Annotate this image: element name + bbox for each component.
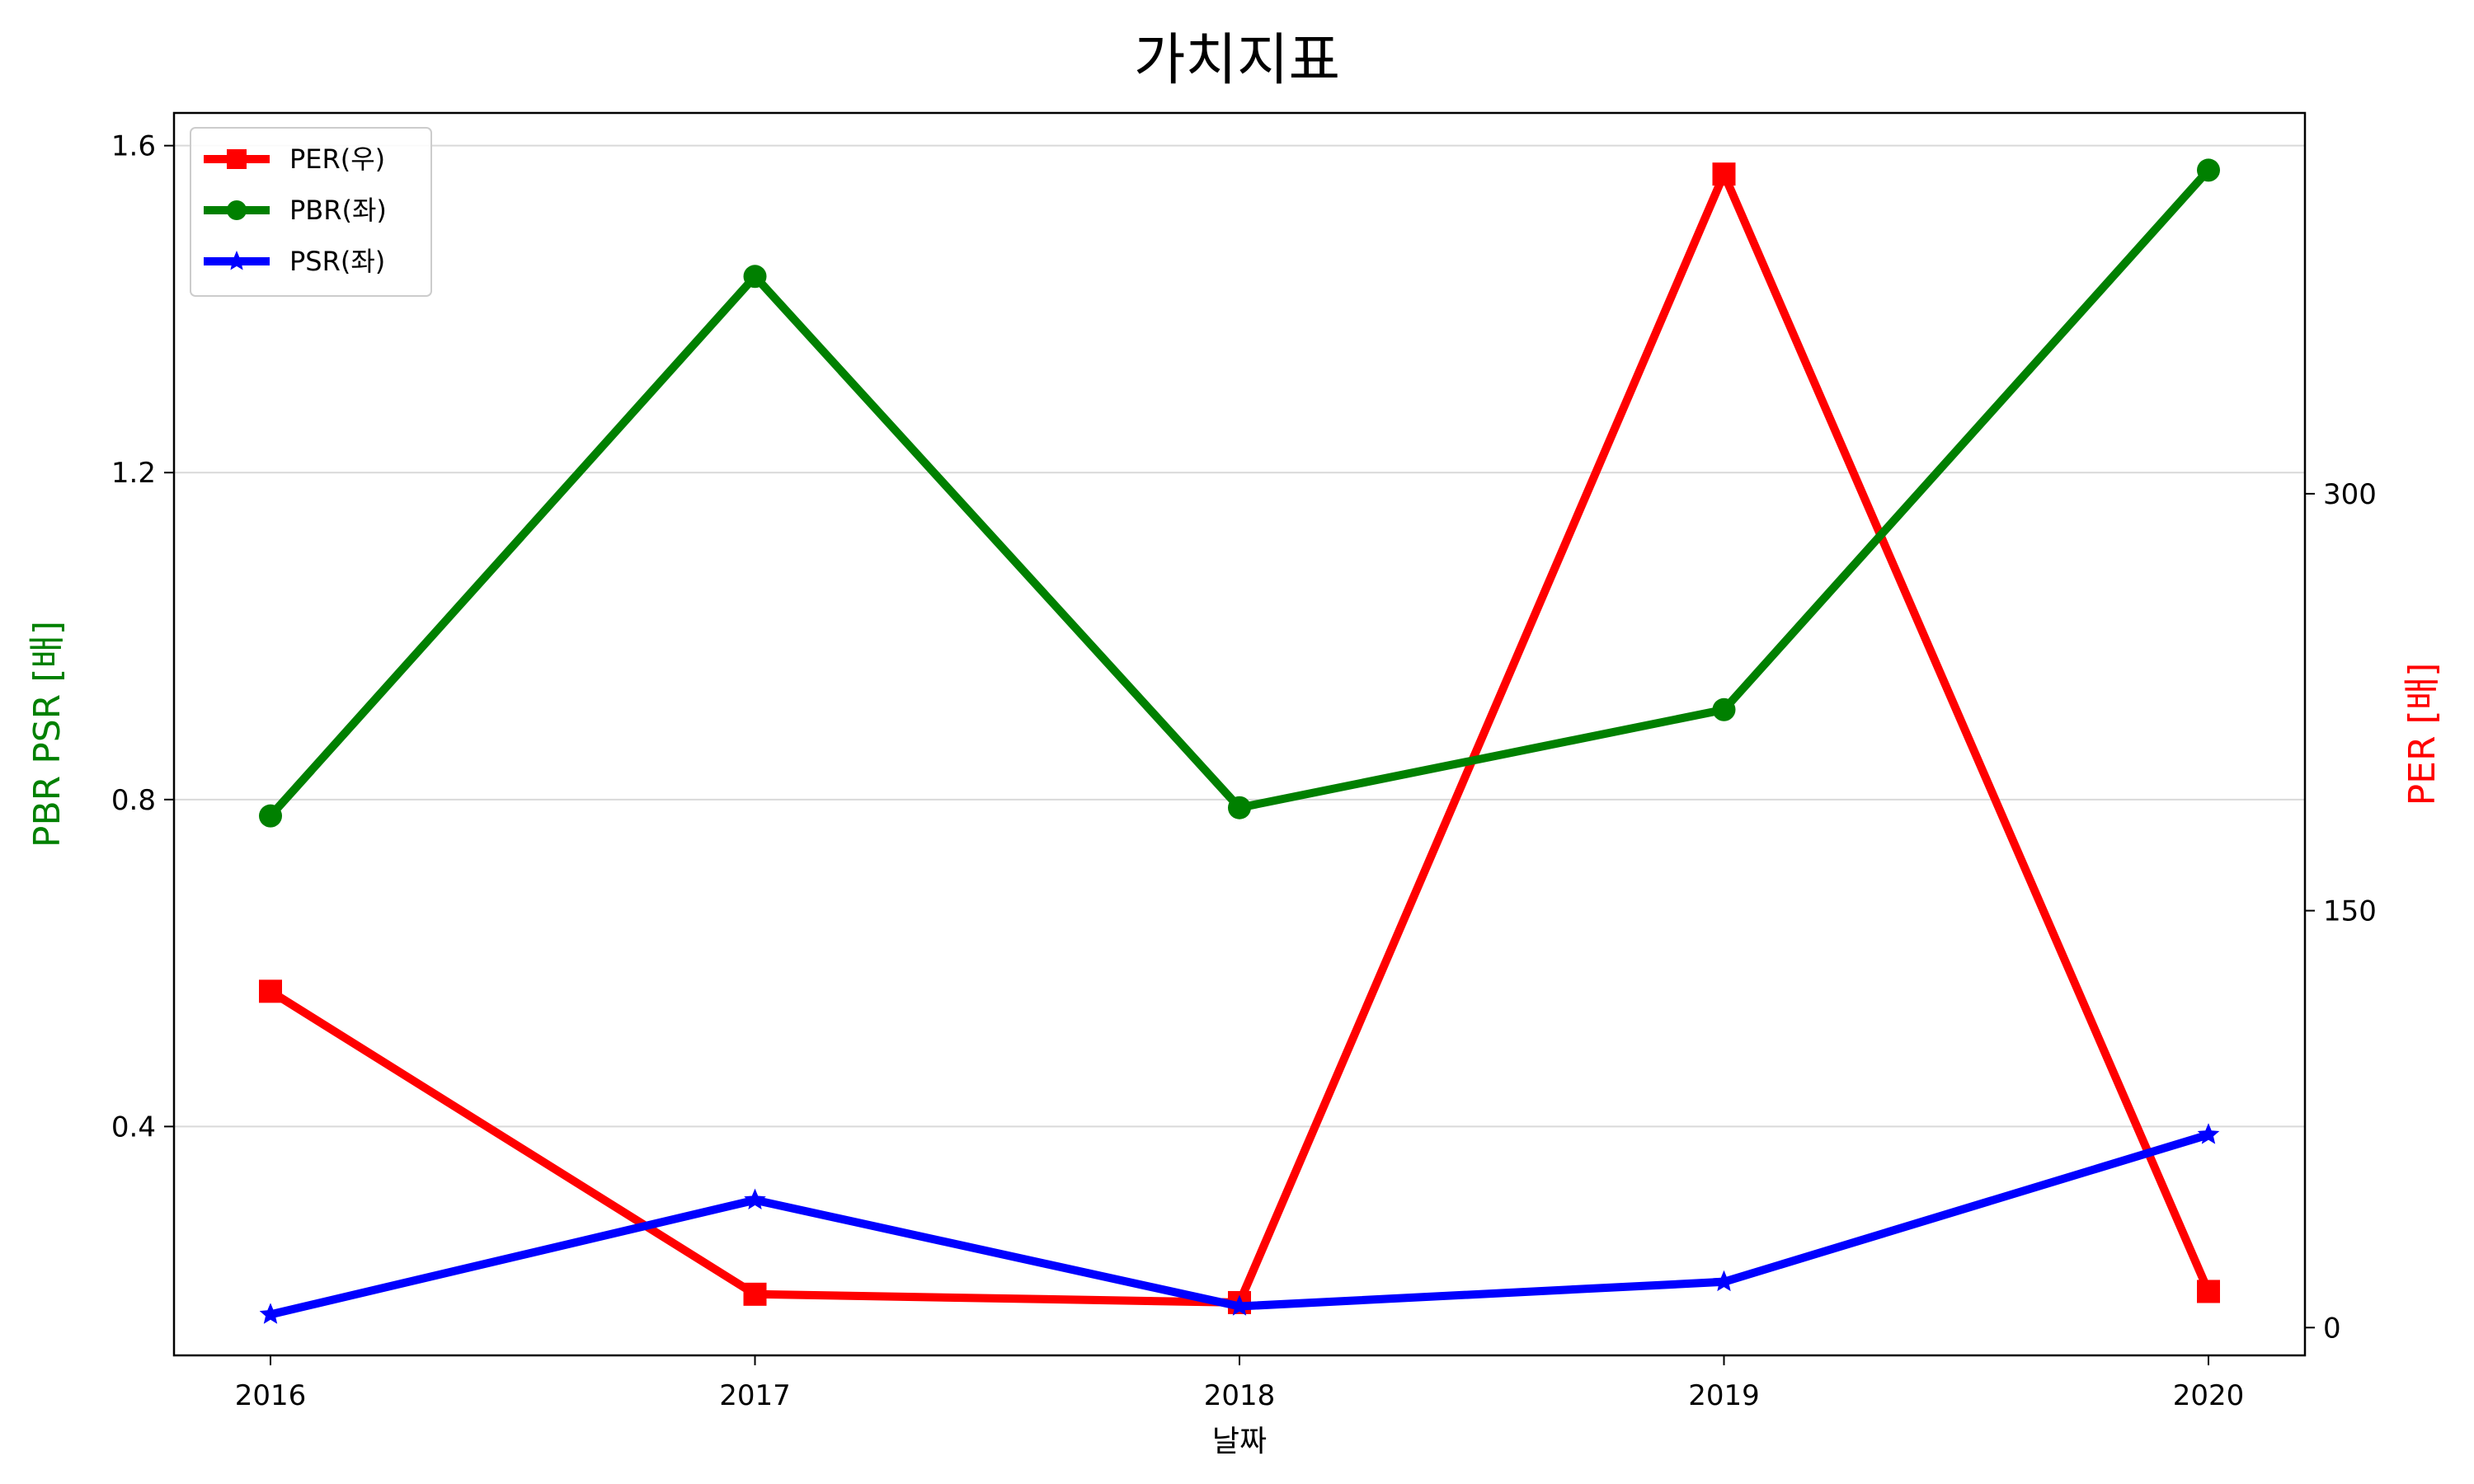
legend-box [190, 127, 432, 297]
legend-label: PER(우) [289, 143, 385, 175]
square-marker [2197, 1280, 2220, 1303]
square-marker [743, 1282, 767, 1306]
legend-label: PSR(좌) [289, 246, 385, 277]
series-line [266, 1130, 2213, 1319]
legend-item: PBR(좌) [204, 195, 387, 226]
x-axis-label: 날짜 [1212, 1425, 1267, 1458]
star-marker [259, 1303, 282, 1324]
y-right-tick-label: 150 [2323, 895, 2377, 928]
legend: PER(우) PBR(좌) PSR(좌) [190, 127, 432, 297]
legend-item: PER(우) [204, 143, 385, 175]
series-PBR(좌) [259, 158, 2220, 828]
plot-frame [172, 111, 2307, 1357]
star-marker [1228, 1294, 1251, 1316]
x-tick-label: 2016 [235, 1379, 307, 1412]
series-line [266, 166, 2213, 820]
star-marker [1713, 1270, 1735, 1292]
chart-title: 가치지표 [1134, 28, 1340, 93]
y-left-tick-label: 1.2 [111, 457, 156, 490]
x-tick-label: 2020 [2173, 1379, 2245, 1412]
y-right-tick-label: 300 [2323, 478, 2377, 511]
x-tick-label: 2018 [1204, 1379, 1276, 1412]
circle-marker [259, 804, 282, 828]
circle-marker [227, 200, 247, 220]
y-left-tick-label: 0.4 [111, 1111, 156, 1144]
y-axis-left-label: PBR PSR [배] [26, 621, 68, 848]
legend-label: PBR(좌) [289, 195, 387, 226]
circle-marker [2197, 158, 2220, 182]
square-marker [1712, 162, 1736, 186]
x-tick-label: 2019 [1688, 1379, 1760, 1412]
grid-lines [174, 144, 2305, 1128]
y-left-tick-label: 1.6 [111, 130, 156, 163]
series-PER(우) [259, 162, 2220, 1314]
square-marker [259, 979, 282, 1003]
circle-marker [1712, 697, 1736, 721]
x-tick-label: 2017 [719, 1379, 791, 1412]
circle-marker [743, 265, 767, 289]
legend-item: PSR(좌) [204, 246, 385, 277]
star-marker [744, 1188, 766, 1209]
circle-marker [1228, 796, 1251, 819]
y-left-tick-label: 0.8 [111, 784, 156, 817]
axes-layer: 0.4 0.8 1.2 1.6 0 150 300 2016 2017 2018 2019 2020 [111, 130, 2377, 1412]
series-layer [259, 158, 2220, 1324]
square-marker [227, 149, 247, 169]
y-right-tick-label: 0 [2323, 1312, 2341, 1345]
star-marker [226, 251, 247, 270]
series-line [266, 170, 2213, 1307]
star-marker [2197, 1123, 2220, 1144]
y-axis-right-label: PER [배] [2401, 663, 2443, 806]
series-PSR(좌) [259, 1123, 2220, 1324]
